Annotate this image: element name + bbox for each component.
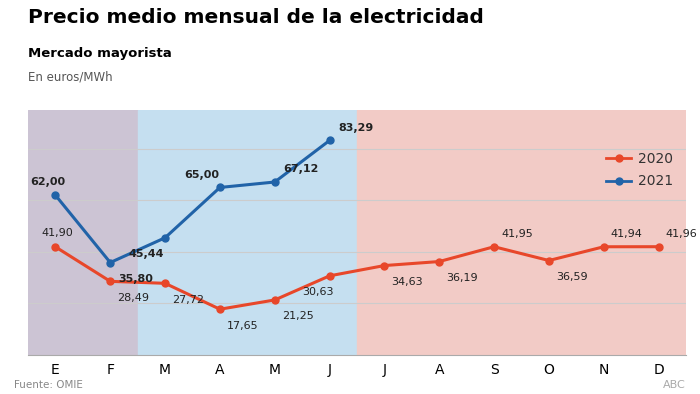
Bar	[138, 110, 357, 355]
Text: En euros/MWh: En euros/MWh	[28, 71, 113, 84]
Text: 34,63: 34,63	[391, 277, 423, 287]
Text: Precio medio mensual de la electricidad: Precio medio mensual de la electricidad	[28, 8, 484, 27]
Text: ABC: ABC	[664, 380, 686, 390]
Text: 41,96: 41,96	[666, 229, 697, 239]
Text: 83,29: 83,29	[338, 123, 373, 133]
Text: 65,00: 65,00	[184, 170, 219, 180]
Text: 35,80: 35,80	[118, 274, 153, 284]
Text: 41,94: 41,94	[610, 229, 643, 239]
Bar	[357, 110, 686, 355]
Text: 28,49: 28,49	[117, 293, 149, 303]
Text: 30,63: 30,63	[302, 287, 333, 297]
Text: 45,44: 45,44	[129, 249, 164, 259]
Text: 67,12: 67,12	[283, 164, 318, 174]
Text: Mercado mayorista: Mercado mayorista	[28, 47, 172, 60]
Text: 62,00: 62,00	[30, 177, 66, 188]
Text: 41,95: 41,95	[501, 229, 533, 239]
Text: 36,59: 36,59	[556, 272, 587, 282]
Text: Fuente: OMIE: Fuente: OMIE	[14, 380, 83, 390]
Bar	[28, 110, 138, 355]
Text: 36,19: 36,19	[446, 273, 478, 283]
Text: 41,90: 41,90	[41, 228, 74, 238]
Legend: 2020, 2021: 2020, 2021	[601, 147, 679, 194]
Text: 27,72: 27,72	[172, 295, 204, 305]
Text: 17,65: 17,65	[227, 321, 258, 331]
Text: 21,25: 21,25	[281, 311, 314, 322]
